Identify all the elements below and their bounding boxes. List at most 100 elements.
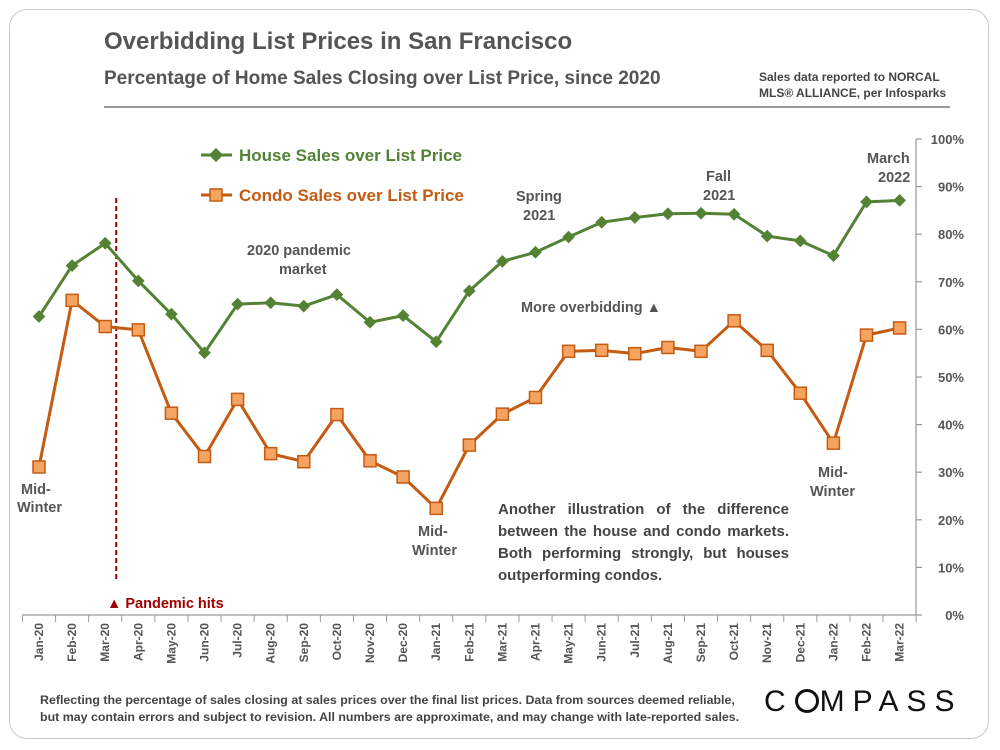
x-tick-label: Sep-21 xyxy=(694,623,708,663)
house-point xyxy=(793,234,807,248)
pandemic-market-label-b: market xyxy=(279,262,327,278)
house-point xyxy=(198,346,211,360)
condo-point xyxy=(760,343,774,358)
more-overbidding-label: More overbidding ▲ xyxy=(521,300,661,316)
condo-point xyxy=(297,454,311,469)
condo-point xyxy=(694,344,708,359)
house-point xyxy=(462,284,476,298)
house-point xyxy=(32,310,46,323)
condo-point xyxy=(98,319,112,334)
x-tick-label: Jul-20 xyxy=(231,623,245,658)
series-line-1 xyxy=(37,298,900,510)
x-tick-label: Feb-20 xyxy=(65,623,79,662)
x-tick-label: Jan-20 xyxy=(32,623,46,661)
spring-2021-label-a: Spring xyxy=(516,189,562,205)
condo-point xyxy=(793,386,808,400)
condo-point xyxy=(230,392,245,407)
house-point xyxy=(628,211,642,224)
x-tick-label: Sep-20 xyxy=(297,623,311,663)
condo-point xyxy=(892,321,907,335)
x-tick-label: Dec-21 xyxy=(793,623,807,663)
chart-annotations: House Sales over List Price Condo Sales … xyxy=(17,146,910,612)
source-line-1: Sales data reported to NORCAL xyxy=(759,70,940,84)
y-tick-label: 80% xyxy=(938,227,964,242)
condo-point xyxy=(528,390,543,405)
condo-point xyxy=(561,344,576,359)
house-point xyxy=(131,274,145,288)
y-tick-label: 30% xyxy=(938,465,964,480)
house-point xyxy=(496,254,509,268)
march-2022-label-b: 2022 xyxy=(878,170,910,186)
condo-point xyxy=(628,346,642,361)
x-tick-label: Jun-21 xyxy=(595,623,609,662)
condo-point xyxy=(661,340,675,355)
x-tick-label: Dec-20 xyxy=(396,623,410,663)
y-tick-label: 70% xyxy=(938,275,964,290)
x-tick-label: Apr-20 xyxy=(131,623,145,661)
chart-frame xyxy=(9,9,989,739)
x-tick-label: Apr-21 xyxy=(529,623,543,661)
series-line-0 xyxy=(37,198,900,355)
y-tick-label: 0% xyxy=(945,608,964,623)
house-point xyxy=(396,309,410,322)
midwinter-label-2a: Mid- xyxy=(418,524,448,540)
y-tick-label: 100% xyxy=(931,132,965,147)
house-point xyxy=(231,297,244,311)
compass-logo: C MPASS xyxy=(764,685,963,718)
house-point xyxy=(429,335,443,349)
y-tick-label: 40% xyxy=(938,418,964,433)
x-tick-label: Feb-21 xyxy=(462,623,476,662)
condo-point xyxy=(396,470,410,484)
x-tick-label: Mar-22 xyxy=(893,623,907,662)
pandemic-hits-label: ▲ Pandemic hits xyxy=(107,596,224,612)
y-tick-label: 60% xyxy=(938,322,964,337)
condo-point xyxy=(429,501,443,516)
house-point xyxy=(595,215,609,229)
house-point xyxy=(529,245,542,259)
house-point xyxy=(165,307,178,321)
house-point xyxy=(330,288,344,302)
condo-point xyxy=(462,438,477,452)
chart-series xyxy=(32,194,907,516)
condo-point xyxy=(330,407,344,422)
x-tick-label: Jul-21 xyxy=(628,623,642,658)
x-tick-label: Mar-20 xyxy=(98,623,112,662)
condo-point xyxy=(263,446,278,461)
x-tick-label: Feb-22 xyxy=(860,623,874,662)
x-tick-label: Mar-21 xyxy=(495,623,509,662)
condo-point xyxy=(859,328,874,342)
y-tick-label: 90% xyxy=(938,180,964,195)
house-point xyxy=(661,207,675,221)
condo-point xyxy=(594,343,609,358)
midwinter-label-3a: Mid- xyxy=(818,465,848,481)
y-tick-label: 20% xyxy=(938,513,964,528)
spring-2021-label-b: 2021 xyxy=(523,208,555,224)
midwinter-label-1b: Winter xyxy=(17,500,62,516)
condo-point xyxy=(363,454,377,468)
fall-2021-label-b: 2021 xyxy=(703,188,735,204)
condo-point xyxy=(65,293,79,308)
x-tick-label: Jan-22 xyxy=(826,623,840,661)
x-tick-label: Oct-21 xyxy=(727,623,741,661)
condo-point xyxy=(197,449,212,464)
page-title: Overbidding List Prices in San Francisco xyxy=(104,28,573,55)
x-tick-label: Aug-20 xyxy=(264,623,278,664)
source-note: Sales data reported to NORCAL MLS® ALLIA… xyxy=(759,69,959,101)
y-tick-label: 10% xyxy=(938,560,964,575)
x-tick-label: Jun-20 xyxy=(198,623,212,662)
y-tick-label: 50% xyxy=(938,370,964,385)
legend-house-label: House Sales over List Price xyxy=(239,146,462,165)
footnote: Reflecting the percentage of sales closi… xyxy=(40,692,740,726)
condo-point xyxy=(826,436,841,450)
march-2022-label-a: March xyxy=(867,151,910,167)
legend-condo-label: Condo Sales over List Price xyxy=(239,186,464,205)
footnote-line-1: Reflecting the percentage of sales closi… xyxy=(40,693,735,707)
house-point xyxy=(65,259,79,272)
page-subtitle: Percentage of Home Sales Closing over Li… xyxy=(104,68,661,89)
house-point xyxy=(562,230,575,244)
source-line-2: MLS® ALLIANCE, per Infosparks xyxy=(759,86,947,100)
house-point xyxy=(694,206,708,220)
x-tick-label: Aug-21 xyxy=(661,623,675,664)
x-tick-label: Nov-21 xyxy=(760,623,774,663)
